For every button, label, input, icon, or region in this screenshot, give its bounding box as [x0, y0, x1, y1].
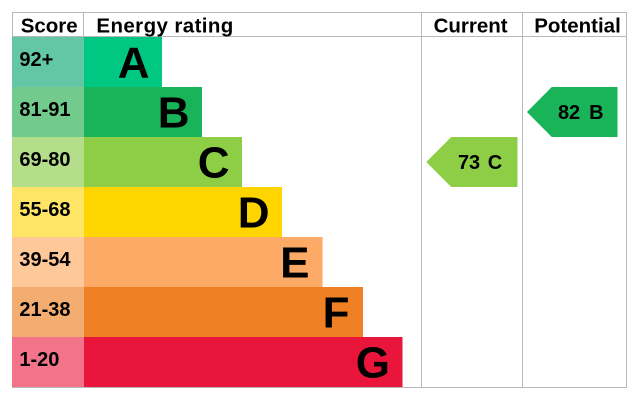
svg-text:A: A: [118, 38, 150, 87]
svg-text:55-68: 55-68: [19, 199, 70, 221]
svg-text:G: G: [356, 338, 390, 387]
svg-text:1-20: 1-20: [19, 349, 59, 371]
svg-text:E: E: [280, 238, 309, 287]
svg-text:B: B: [158, 88, 190, 137]
svg-text:C: C: [198, 138, 230, 187]
svg-text:Score: Score: [21, 14, 78, 37]
svg-text:Current: Current: [434, 14, 508, 37]
svg-text:81-91: 81-91: [19, 99, 70, 121]
svg-text:C: C: [488, 152, 502, 174]
svg-text:92+: 92+: [19, 49, 53, 71]
svg-text:Potential: Potential: [534, 14, 621, 37]
svg-text:39-54: 39-54: [19, 249, 71, 271]
svg-text:F: F: [323, 288, 350, 337]
svg-text:B: B: [589, 102, 603, 124]
svg-text:Energy rating: Energy rating: [96, 14, 233, 37]
svg-text:69-80: 69-80: [19, 149, 70, 171]
svg-text:82: 82: [558, 102, 580, 124]
svg-text:73: 73: [458, 152, 480, 174]
svg-text:21-38: 21-38: [19, 299, 70, 321]
svg-text:D: D: [238, 188, 270, 237]
